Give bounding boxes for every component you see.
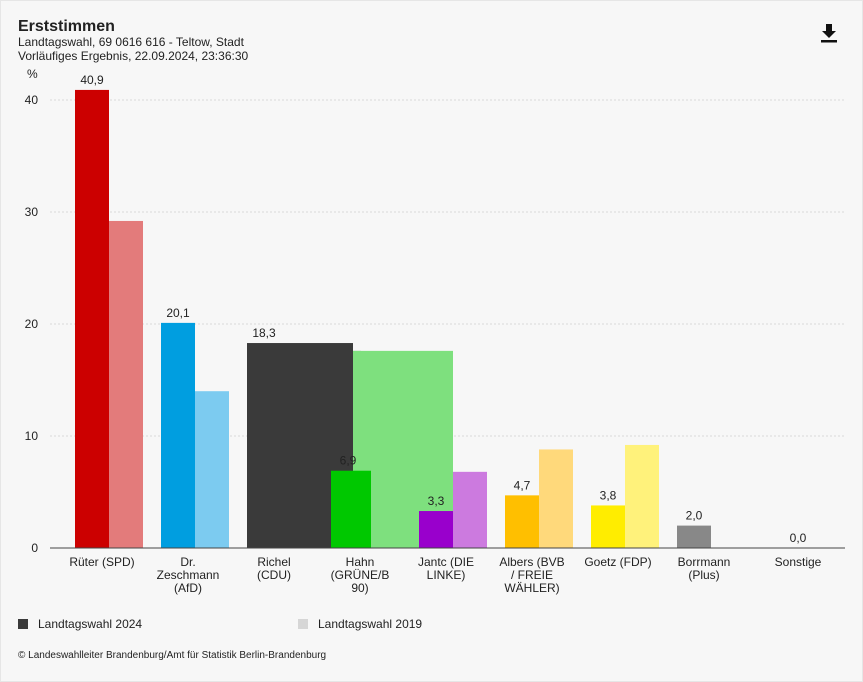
bar-2024 <box>677 525 711 548</box>
data-label: 20,1 <box>166 306 190 320</box>
legend-label-2024: Landtagswahl 2024 <box>38 617 143 631</box>
legend-item-2024[interactable]: Landtagswahl 2024 <box>18 617 142 631</box>
x-tick-label: Sonstige <box>775 555 822 569</box>
legend-label-2019: Landtagswahl 2019 <box>318 617 423 631</box>
x-tick-label: / FREIE <box>511 568 553 582</box>
bar-2024 <box>161 322 195 548</box>
download-button[interactable] <box>818 22 840 44</box>
x-tick-label: WÄHLER) <box>504 581 559 595</box>
legend-swatch-2019 <box>298 619 308 629</box>
data-label: 40,9 <box>80 73 104 87</box>
x-tick-label: Borrmann <box>678 555 731 569</box>
legend-item-2019[interactable]: Landtagswahl 2019 <box>298 617 422 631</box>
download-icon <box>821 24 837 43</box>
legend-swatch-2024 <box>18 619 28 629</box>
y-tick-label: 0 <box>31 541 38 555</box>
bar-2024 <box>505 495 539 548</box>
data-label: 0,0 <box>790 531 807 545</box>
subtitle-line-2: Vorläufiges Ergebnis, 22.09.2024, 23:36:… <box>18 49 249 63</box>
x-tick-label: (GRÜNE/B <box>331 568 390 582</box>
chart-subtitle: Landtagswahl, 69 0616 616 - Teltow, Stad… <box>18 35 248 63</box>
data-label: 6,9 <box>340 454 357 468</box>
x-tick-label: Dr. <box>180 555 195 569</box>
x-tick-label: Rüter (SPD) <box>69 555 134 569</box>
data-label: 2,0 <box>686 509 703 523</box>
data-label: 4,7 <box>514 478 531 492</box>
x-tick-label: Jantc (DIE <box>418 555 474 569</box>
subtitle-line-1: Landtagswahl, 69 0616 616 - Teltow, Stad… <box>18 35 244 49</box>
bar-2019 <box>109 220 143 548</box>
x-tick-label: Richel <box>257 555 290 569</box>
bar-chart: % 0 10 20 30 40 40,9 Rüter (SPD) 20,1 Dr.Zeschman… <box>25 67 845 595</box>
source-credit: © Landeswahlleiter Brandenburg/Amt für S… <box>18 650 327 661</box>
y-axis-label: % <box>27 67 38 81</box>
x-tick-label: (AfD) <box>174 581 202 595</box>
y-tick-label: 20 <box>25 317 39 331</box>
y-tick-label: 30 <box>25 205 39 219</box>
data-label: 3,8 <box>600 488 617 502</box>
bar-2024 <box>419 511 453 548</box>
y-tick-label: 10 <box>25 429 39 443</box>
bar-2019 <box>539 449 573 548</box>
bar-2024 <box>75 89 109 549</box>
bar-2019 <box>453 471 487 548</box>
x-tick-label: Albers (BVB <box>499 555 564 569</box>
y-tick-label: 40 <box>25 93 39 107</box>
bar-2019 <box>625 444 659 548</box>
bar-2019 <box>195 391 229 548</box>
bar-2024 <box>591 505 625 548</box>
x-tick-label: LINKE) <box>427 568 466 582</box>
x-tick-label: Goetz (FDP) <box>584 555 651 569</box>
bar-2024 <box>331 470 371 548</box>
data-label: 18,3 <box>252 326 276 340</box>
x-tick-label: Zeschmann <box>157 568 220 582</box>
x-tick-label: Hahn <box>346 555 375 569</box>
chart-title: Erststimmen <box>18 18 115 35</box>
x-tick-label: (Plus) <box>688 568 719 582</box>
data-label: 3,3 <box>428 494 445 508</box>
x-tick-label: (CDU) <box>257 568 291 582</box>
x-tick-label: 90) <box>351 581 368 595</box>
